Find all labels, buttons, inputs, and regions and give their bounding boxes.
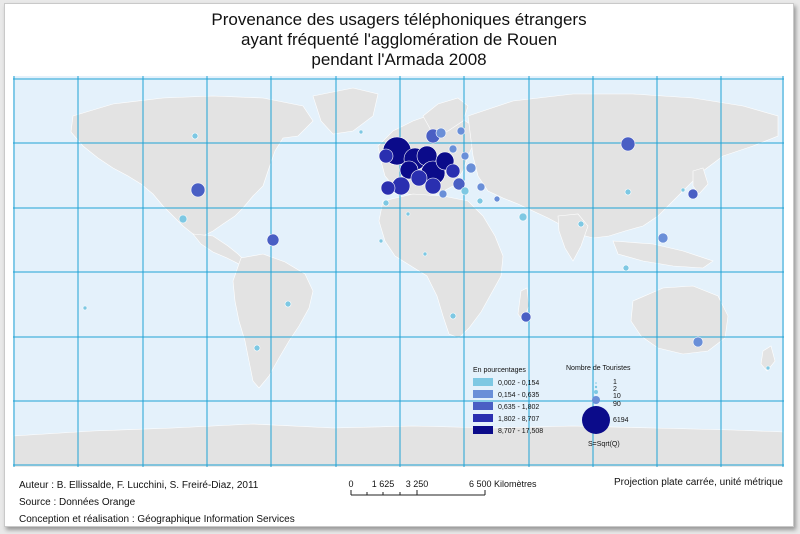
symbol-venezuela [266,233,280,247]
legend-pct-swatch-3 [473,414,493,422]
symbol-switzerland [410,169,428,187]
symbol-poland [445,163,461,179]
legend-pct-swatch-2 [473,402,493,410]
legend-pct-label-3: 1,802 - 8,707 [498,416,539,423]
north-america [70,95,314,237]
symbol-ukraine [465,162,477,174]
legend-pct-swatch-4 [473,426,493,434]
legend-size-formula: S=Sqrt(Q) [588,441,620,448]
symbol-senegal [378,238,384,244]
footer-source: Source : Données Orange [19,497,136,508]
legend-size-90: 90 [613,401,621,408]
legend-size-circle-1 [595,382,597,384]
legend-size-circle-90 [592,396,600,404]
graticule [13,76,784,467]
map-title: Provenance des usagers téléphoniques étr… [5,10,793,70]
scale-bar: 0 1 625 3 250 6 500 Kilomètres [345,477,585,501]
symbol-indonesia [622,264,630,272]
legend-pct-label-1: 0,154 - 0,635 [498,392,539,399]
legend-size-circle-10 [594,390,598,394]
symbol-china [624,188,632,196]
scale-tick-3250: 3 250 [406,479,429,489]
legend-size-6194: 6194 [613,417,629,424]
legend-sizes: Nombre de Touristes 1 2 10 90 6194 S=Sqr… [566,365,631,448]
symbol-sweden [435,127,447,139]
symbol-iceland [358,129,364,135]
title-line-1: Provenance des usagers téléphoniques étr… [211,10,587,29]
symbol-israel [493,195,501,203]
symbol-baltic [448,144,458,154]
projection-note: Projection plate carrée, unité métrique [614,477,783,488]
legend-pct-swatch-1 [473,390,493,398]
tourist-symbols [82,126,771,371]
symbol-vietnam [657,232,669,244]
symbol-argentina [253,344,261,352]
symbol-australia [692,336,704,348]
symbol-japan [687,188,699,200]
legend-pct-heading: En pourcentages [473,367,526,374]
legend-pct-label-4: 8,707 - 17,508 [498,428,543,435]
legend-pct-label-0: 0,002 - 0,154 [498,380,539,387]
symbol-algeria [405,211,411,217]
legend-pct-label-2: 0,635 - 1,802 [498,404,539,411]
symbol-new-zealand [765,365,771,371]
symbol-india [577,220,585,228]
new-zealand [760,345,776,372]
symbol-canada [191,132,199,140]
symbol-korea [680,187,686,193]
legend-size-circle-6194 [582,406,610,434]
symbol-turkey [476,182,486,192]
symbol-finland [456,126,466,136]
legend-size-1: 1 [613,379,617,386]
symbol-portugal [380,180,396,196]
symbol-brazil [284,300,292,308]
symbol-italy [424,177,442,195]
southeast-asia [612,240,714,269]
footer-credits: Auteur : B. Ellissalde, F. Lucchini, S. … [19,477,295,528]
symbol-middle-east [476,197,484,205]
symbol-pacific [82,305,88,311]
legend-size-circle-2 [594,385,598,389]
scale-bar-graphic: 0 1 625 3 250 6 500 Kilomètres [348,479,537,496]
symbol-hungary [452,177,466,191]
legend-percentages: En pourcentages 0,002 - 0,154 0,154 - 0,6… [473,367,543,435]
symbol-greece [438,189,448,199]
map-frame: Provenance des usagers téléphoniques étr… [4,3,794,527]
title-line-2: ayant fréquenté l'agglomération de Rouen [240,30,558,49]
asia [467,93,779,239]
symbol-romania [460,186,470,196]
symbol-mexico [178,214,188,224]
greenland [312,87,379,135]
symbol-ireland [378,148,394,164]
symbol-russia-west [460,151,470,161]
scale-tick-1625: 1 625 [372,479,395,489]
world-map: En pourcentages 0,002 - 0,154 0,154 - 0,6… [13,76,784,467]
legend-pct-swatch-0 [473,378,493,386]
symbol-usa [190,182,206,198]
footer-author: Auteur : B. Ellissalde, F. Lucchini, S. … [19,480,259,491]
scale-tick-0: 0 [348,479,353,489]
symbol-west-africa [422,251,428,257]
japan [692,167,709,195]
legend-size-heading: Nombre de Touristes [566,365,631,372]
scale-tick-6500: 6 500 Kilomètres [469,479,537,489]
symbol-reunion [520,311,532,323]
symbol-morocco [382,199,390,207]
symbol-gulf [518,212,528,222]
footer-conception: Conception et réalisation : Géographique… [19,514,295,525]
title-line-3: pendant l'Armada 2008 [311,50,487,69]
antarctica [13,423,784,467]
legend-size-2: 2 [613,386,617,393]
symbol-south-africa [449,312,457,320]
legend-size-10: 10 [613,393,621,400]
symbol-russia-east [620,136,636,152]
